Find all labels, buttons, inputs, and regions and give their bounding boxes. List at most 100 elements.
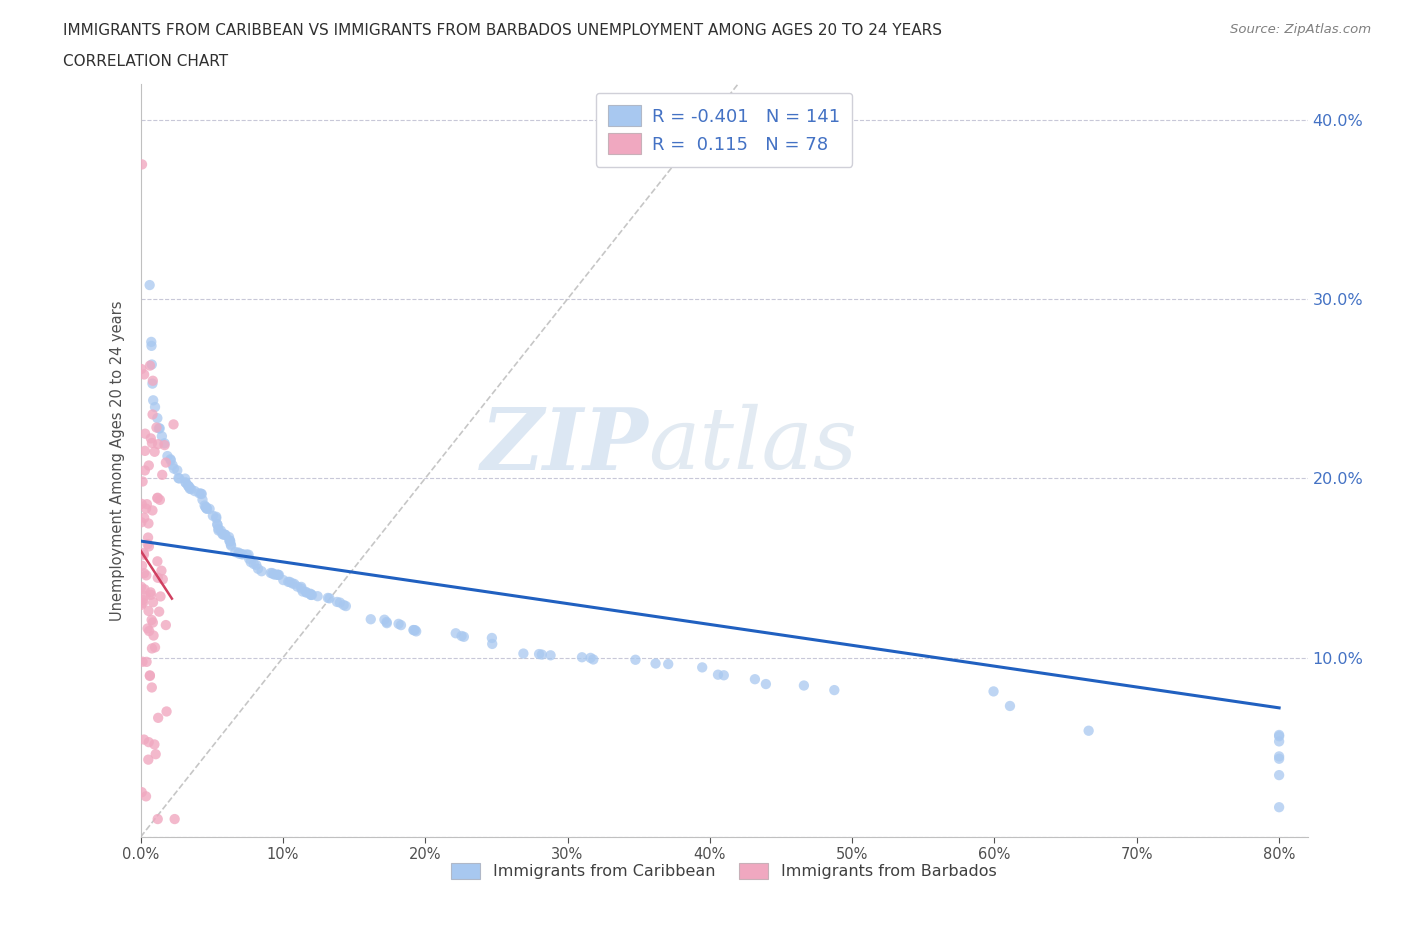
- Point: [156, 448, 179, 463]
- Point: [146, 812, 169, 827]
- Point: [318, 591, 340, 605]
- Point: [291, 584, 314, 599]
- Point: [219, 538, 242, 553]
- Point: [174, 472, 197, 486]
- Point: [141, 435, 163, 450]
- Point: [135, 501, 157, 516]
- Point: [1268, 727, 1291, 742]
- Point: [195, 499, 218, 514]
- Point: [285, 579, 308, 594]
- Point: [180, 482, 202, 497]
- Point: [143, 640, 166, 655]
- Text: Source: ZipAtlas.com: Source: ZipAtlas.com: [1230, 23, 1371, 36]
- Point: [283, 577, 305, 591]
- Point: [190, 486, 212, 501]
- Point: [219, 537, 242, 551]
- Point: [375, 615, 398, 630]
- Point: [194, 498, 217, 513]
- Point: [132, 547, 155, 562]
- Point: [263, 566, 285, 581]
- Point: [150, 468, 173, 483]
- Point: [138, 278, 160, 293]
- Point: [149, 589, 172, 604]
- Point: [179, 481, 201, 496]
- Point: [232, 547, 254, 562]
- Point: [228, 545, 250, 560]
- Legend: Immigrants from Caribbean, Immigrants from Barbados: Immigrants from Caribbean, Immigrants fr…: [446, 857, 1002, 885]
- Point: [657, 657, 679, 671]
- Point: [134, 444, 156, 458]
- Point: [823, 683, 845, 698]
- Point: [299, 587, 322, 602]
- Point: [277, 575, 299, 590]
- Point: [224, 545, 246, 560]
- Point: [139, 585, 162, 600]
- Point: [404, 623, 426, 638]
- Point: [405, 624, 427, 639]
- Point: [135, 789, 157, 804]
- Point: [155, 618, 177, 632]
- Point: [527, 646, 550, 661]
- Point: [142, 628, 165, 643]
- Point: [132, 595, 155, 610]
- Point: [134, 511, 156, 525]
- Point: [1077, 724, 1099, 738]
- Point: [153, 436, 176, 451]
- Point: [481, 631, 503, 645]
- Point: [143, 400, 166, 415]
- Point: [177, 479, 200, 494]
- Point: [195, 501, 218, 516]
- Point: [238, 547, 260, 562]
- Point: [134, 589, 156, 604]
- Point: [267, 567, 290, 582]
- Point: [266, 567, 288, 582]
- Point: [163, 812, 186, 827]
- Point: [155, 704, 177, 719]
- Point: [250, 564, 273, 578]
- Point: [139, 588, 162, 603]
- Point: [209, 523, 232, 538]
- Point: [174, 475, 197, 490]
- Point: [138, 623, 160, 638]
- Point: [141, 335, 163, 350]
- Y-axis label: Unemployment Among Ages 20 to 24 years: Unemployment Among Ages 20 to 24 years: [110, 300, 125, 620]
- Point: [141, 503, 163, 518]
- Point: [142, 392, 165, 407]
- Point: [301, 588, 323, 603]
- Point: [267, 567, 290, 582]
- Point: [141, 339, 163, 353]
- Point: [207, 517, 229, 532]
- Point: [207, 517, 229, 532]
- Point: [131, 558, 153, 573]
- Point: [228, 546, 250, 561]
- Point: [162, 458, 184, 472]
- Point: [167, 471, 190, 485]
- Point: [512, 646, 534, 661]
- Point: [134, 426, 156, 441]
- Point: [153, 438, 176, 453]
- Point: [143, 445, 166, 459]
- Point: [138, 539, 160, 554]
- Point: [142, 373, 165, 388]
- Point: [329, 595, 352, 610]
- Point: [135, 568, 157, 583]
- Point: [141, 680, 163, 695]
- Point: [235, 547, 257, 562]
- Point: [205, 511, 228, 525]
- Point: [146, 411, 169, 426]
- Point: [707, 667, 730, 682]
- Point: [299, 588, 322, 603]
- Point: [131, 157, 153, 172]
- Point: [624, 652, 647, 667]
- Point: [195, 501, 218, 516]
- Point: [271, 573, 294, 588]
- Point: [135, 497, 157, 512]
- Point: [290, 579, 312, 594]
- Point: [755, 677, 778, 692]
- Point: [1268, 767, 1291, 782]
- Point: [243, 557, 266, 572]
- Point: [238, 551, 260, 566]
- Point: [218, 529, 240, 544]
- Point: [184, 484, 207, 498]
- Point: [131, 497, 153, 512]
